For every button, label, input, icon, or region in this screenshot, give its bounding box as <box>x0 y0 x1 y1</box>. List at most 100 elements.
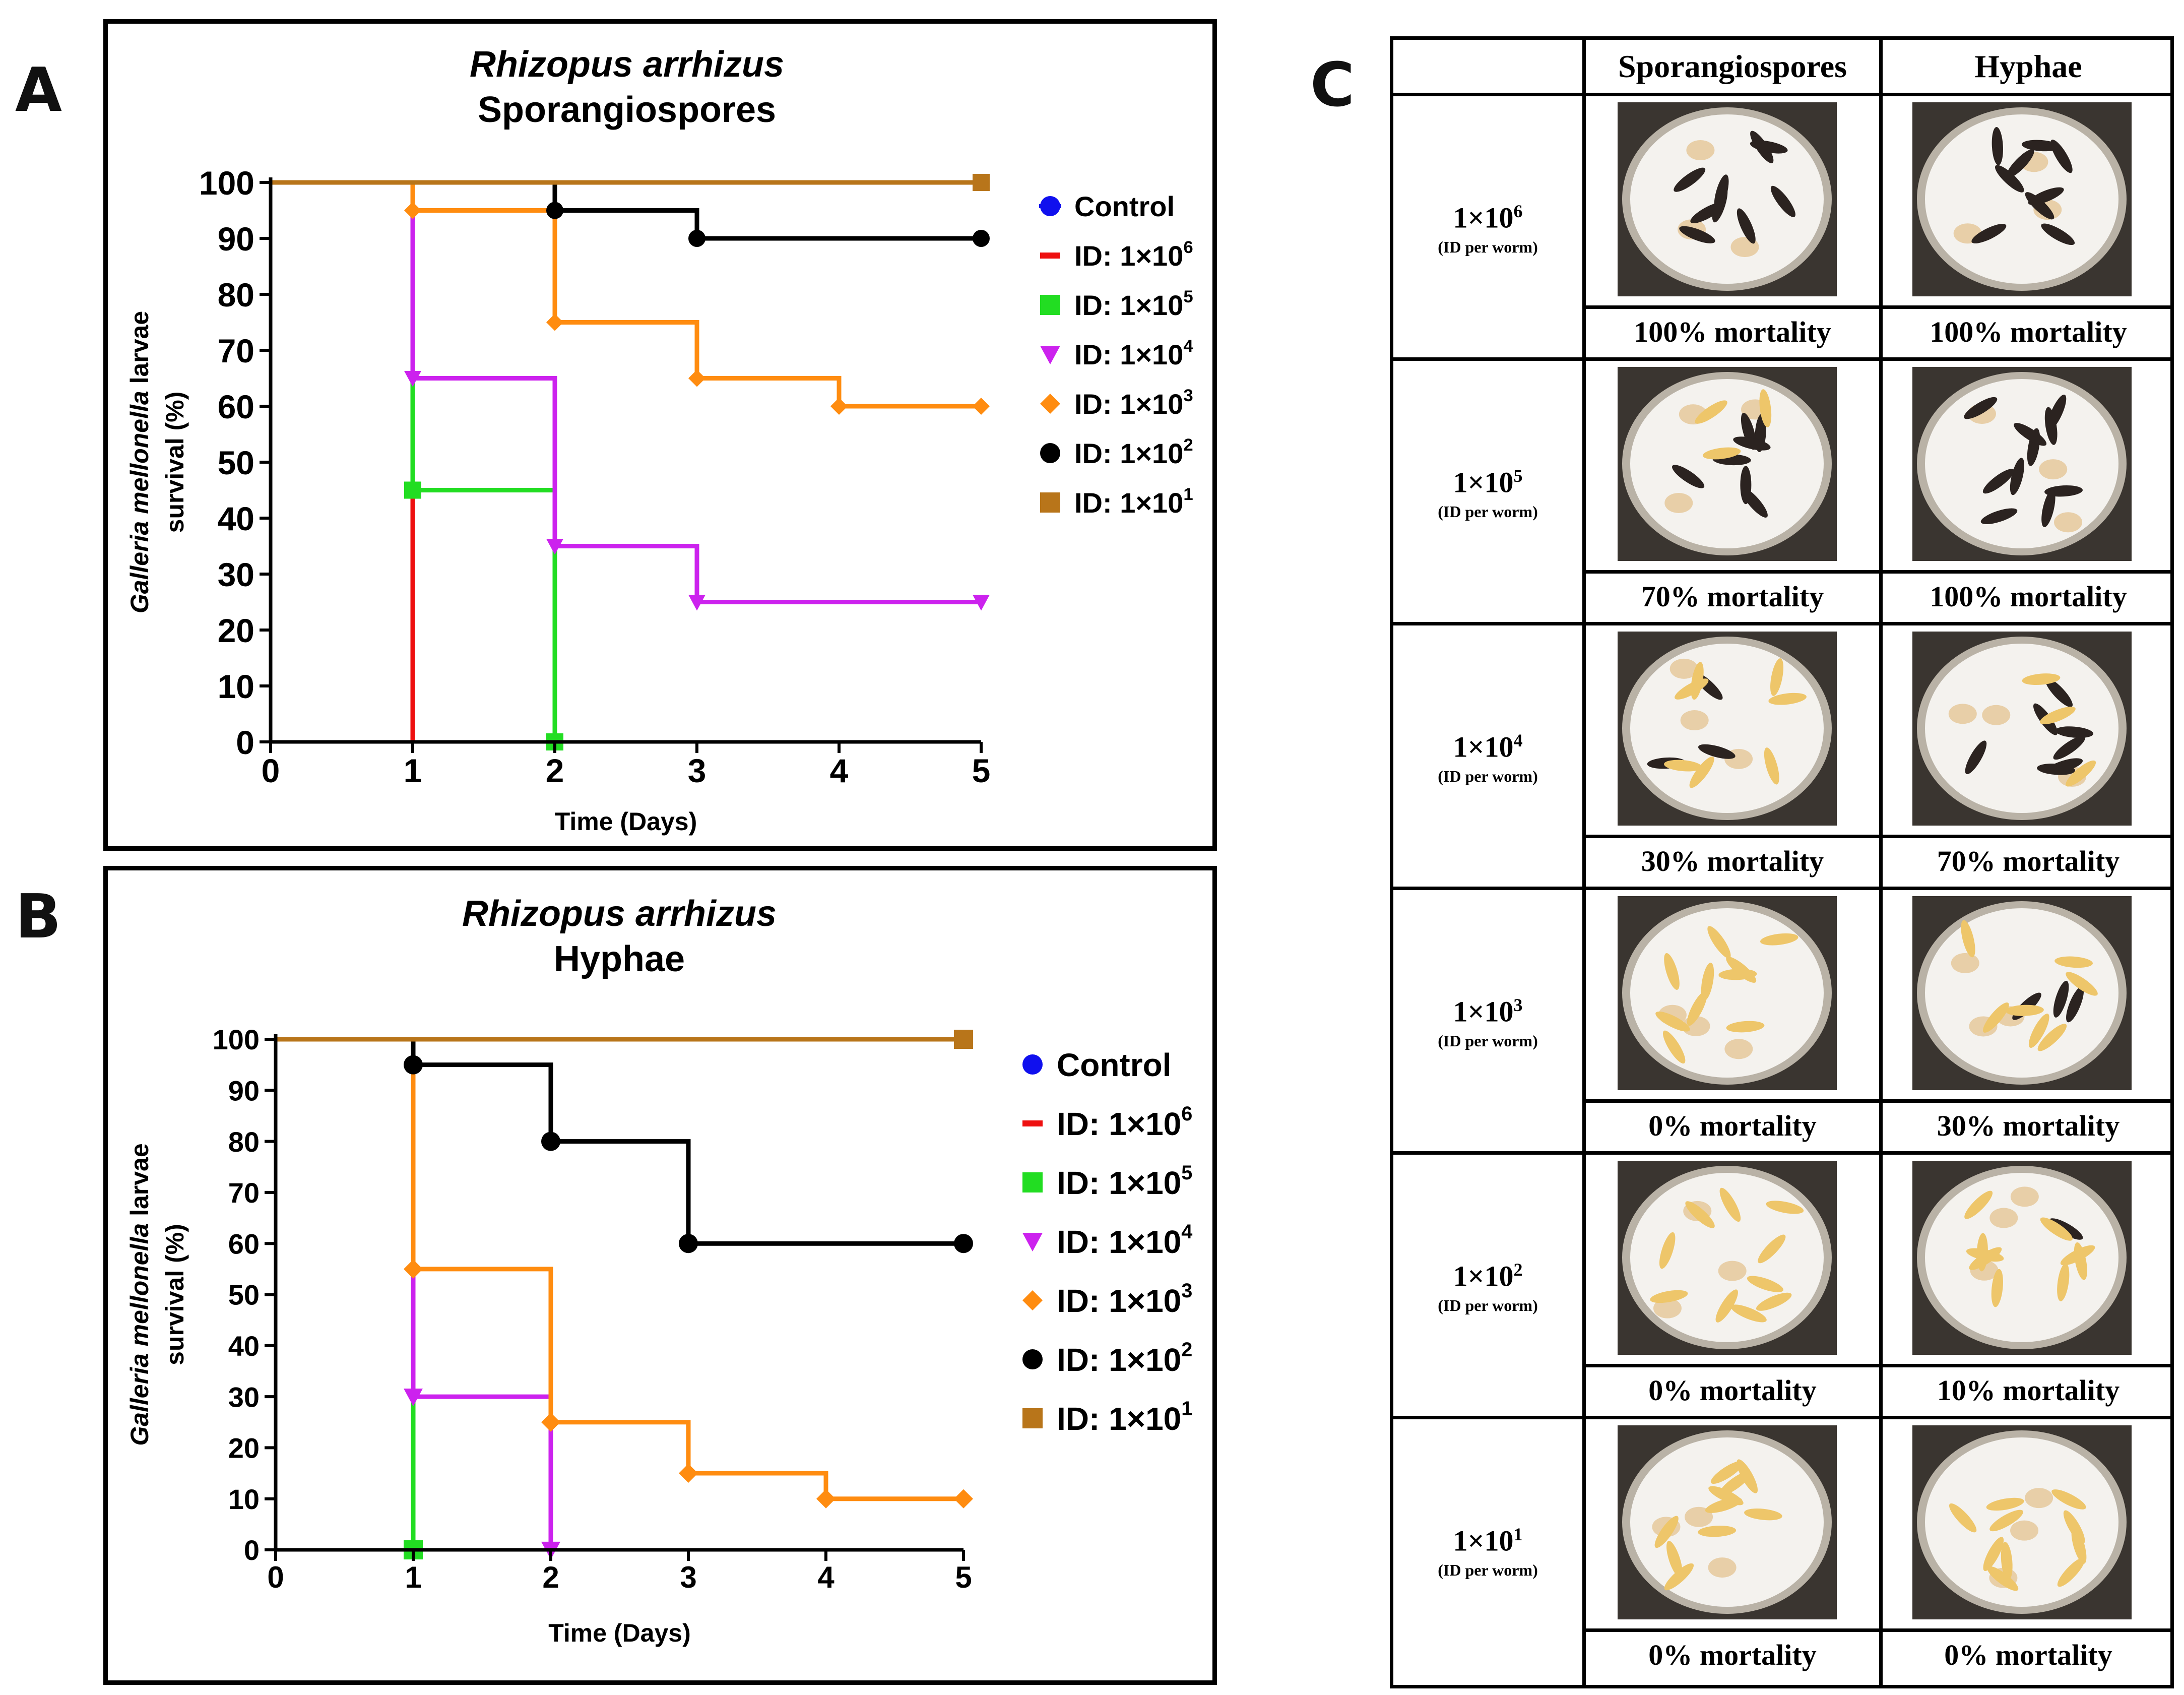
dead-larva <box>2055 726 2094 738</box>
legend-sup-id_1e5: 5 <box>1183 287 1193 306</box>
data-point-id_1e3-x1 <box>404 1259 423 1279</box>
legend-label-id_1e1: ID: 1×101 <box>1074 485 1193 519</box>
live-larva <box>1654 1516 1679 1548</box>
live-larva <box>1986 1497 2024 1511</box>
legend-label-id_1e6: ID: 1×106 <box>1074 238 1193 272</box>
data-point-id_1e2-x2 <box>541 1132 560 1151</box>
photo-hyphae <box>1912 1161 2132 1355</box>
y-tick-label: 20 <box>228 1432 260 1464</box>
mortality-hyphae: 70% mortality <box>1937 844 2120 877</box>
dead-larva <box>2021 140 2060 152</box>
y-tick-label: 60 <box>218 388 254 425</box>
live-larva <box>1760 933 1798 946</box>
wood-shavings <box>1989 1208 2018 1228</box>
photo-hyphae-drawing <box>1912 1425 2132 1619</box>
live-larva <box>2037 1024 2067 1051</box>
live-larva <box>1730 1304 1767 1323</box>
legend-sup-id_1e1: 1 <box>1181 1398 1192 1420</box>
live-larva <box>1715 1289 1738 1323</box>
legend-label-control: Control <box>1057 1047 1172 1083</box>
series-id_1e2 <box>276 1037 973 1253</box>
live-larva <box>1664 953 1680 990</box>
dose-label-cell: 1×105 (ID per worm) <box>1393 361 1582 625</box>
mortality-hyphae: 100% mortality <box>1930 315 2127 348</box>
mortality-divider <box>1582 835 2170 838</box>
live-larva <box>1770 658 1784 696</box>
live-larva <box>1768 693 1807 705</box>
chart-a-svg: Rhizopus arrhizusSporangiospores01020304… <box>125 44 1193 836</box>
table-row: 1×101 (ID per worm) 0% mortality 0% mortali… <box>1393 1416 2170 1680</box>
series-line-id_1e5 <box>276 1037 416 1550</box>
dose-unit: (ID per worm) <box>1438 1296 1538 1314</box>
dose-unit: (ID per worm) <box>1438 767 1538 785</box>
chart-title-form: Hyphae <box>554 939 685 979</box>
header-sporangiospores: Sporangiospores <box>1618 48 1847 84</box>
y-tick-label: 40 <box>228 1330 260 1362</box>
petri-dish-paper <box>1630 644 1824 813</box>
data-point-id_1e3-x4 <box>830 398 848 415</box>
legend: Control ID: 1×106 ID: 1×105 ID: 1×104 ID: 1×… <box>1039 191 1193 519</box>
photo-hyphae-drawing <box>1912 367 2132 561</box>
series-id_1e4 <box>276 1037 560 1559</box>
table-row: 1×106 (ID per worm) 100% mortality 100% mor… <box>1393 93 2170 357</box>
live-larva <box>1655 1011 1690 1032</box>
live-larva <box>2039 707 2076 725</box>
live-larva <box>1983 1537 2004 1572</box>
live-larva <box>2051 1489 2086 1510</box>
photo-sporangiospores <box>1618 896 1837 1090</box>
legend-item-id_1e3: ID: 1×103 <box>1022 1280 1192 1319</box>
legend-item-id_1e4: ID: 1×104 <box>1022 1221 1192 1260</box>
x-tick-label: 5 <box>955 1560 972 1594</box>
data-point-id_1e2-x5 <box>954 1234 973 1253</box>
series-line-id_1e2 <box>276 1037 963 1246</box>
live-larva <box>1744 1509 1782 1521</box>
legend-sup-id_1e5: 5 <box>1181 1162 1192 1184</box>
mortality-divider <box>1582 1099 2170 1103</box>
dose-exponent: 6 <box>1513 201 1523 222</box>
y-axis-label-rest: larvae <box>125 1143 154 1223</box>
dead-larva <box>2046 758 2083 774</box>
dose-unit: (ID per worm) <box>1438 1031 1538 1050</box>
live-larva <box>1664 1563 1694 1591</box>
mortality-sporangiospores: 30% mortality <box>1641 844 1824 877</box>
y-tick-label: 60 <box>228 1228 260 1260</box>
dose-unit: (ID per worm) <box>1438 1560 1538 1579</box>
legend-sup-id_1e4: 4 <box>1181 1221 1192 1243</box>
legend-sup-id_1e2: 2 <box>1183 435 1193 455</box>
data-point-id_1e4-x2 <box>546 539 563 555</box>
dose-exponent: 4 <box>1513 730 1523 751</box>
dead-larva <box>2010 458 2025 495</box>
chart-title-species: Rhizopus arrhizus <box>462 894 777 934</box>
legend-label-id_1e2: ID: 1×102 <box>1074 435 1193 469</box>
data-point-id_1e3-x1 <box>404 202 421 219</box>
dead-larva <box>1964 397 1998 419</box>
dead-larva <box>1674 167 1706 192</box>
wood-shavings <box>2025 1488 2053 1509</box>
live-larva <box>1675 678 1709 700</box>
legend-item-control: Control <box>1022 1047 1172 1083</box>
legend-swatch-id_1e2 <box>1040 443 1060 463</box>
mortality-hyphae: 10% mortality <box>1937 1373 2120 1407</box>
dead-larva <box>1750 140 1788 154</box>
legend-sup-id_1e6: 6 <box>1181 1103 1192 1125</box>
live-larva <box>2054 956 2093 968</box>
series-id_1e3 <box>271 180 990 415</box>
photo-sporangiospores <box>1618 1161 1837 1355</box>
dead-larva <box>1740 466 1752 505</box>
legend-item-id_1e5: ID: 1×105 <box>1022 1162 1192 1201</box>
dead-larva <box>2053 735 2086 760</box>
legend-sup-id_1e6: 6 <box>1183 238 1193 257</box>
dose-label-cell: 1×101 (ID per worm) <box>1393 1419 1582 1684</box>
series-id_1e5 <box>271 180 563 750</box>
column-divider-1 <box>1582 40 1586 1685</box>
wood-shavings <box>1669 658 1698 679</box>
photo-hyphae-drawing <box>1912 102 2132 296</box>
wood-shavings <box>2039 459 2068 480</box>
live-larva <box>1707 926 1731 959</box>
wood-shavings <box>1653 1298 1682 1319</box>
dead-larva <box>1980 508 2018 525</box>
live-larva <box>2040 1217 2073 1241</box>
series-id_1e3 <box>276 1037 973 1509</box>
dose-label-cell: 1×104 (ID per worm) <box>1393 625 1582 890</box>
x-tick-label: 2 <box>542 1560 559 1594</box>
